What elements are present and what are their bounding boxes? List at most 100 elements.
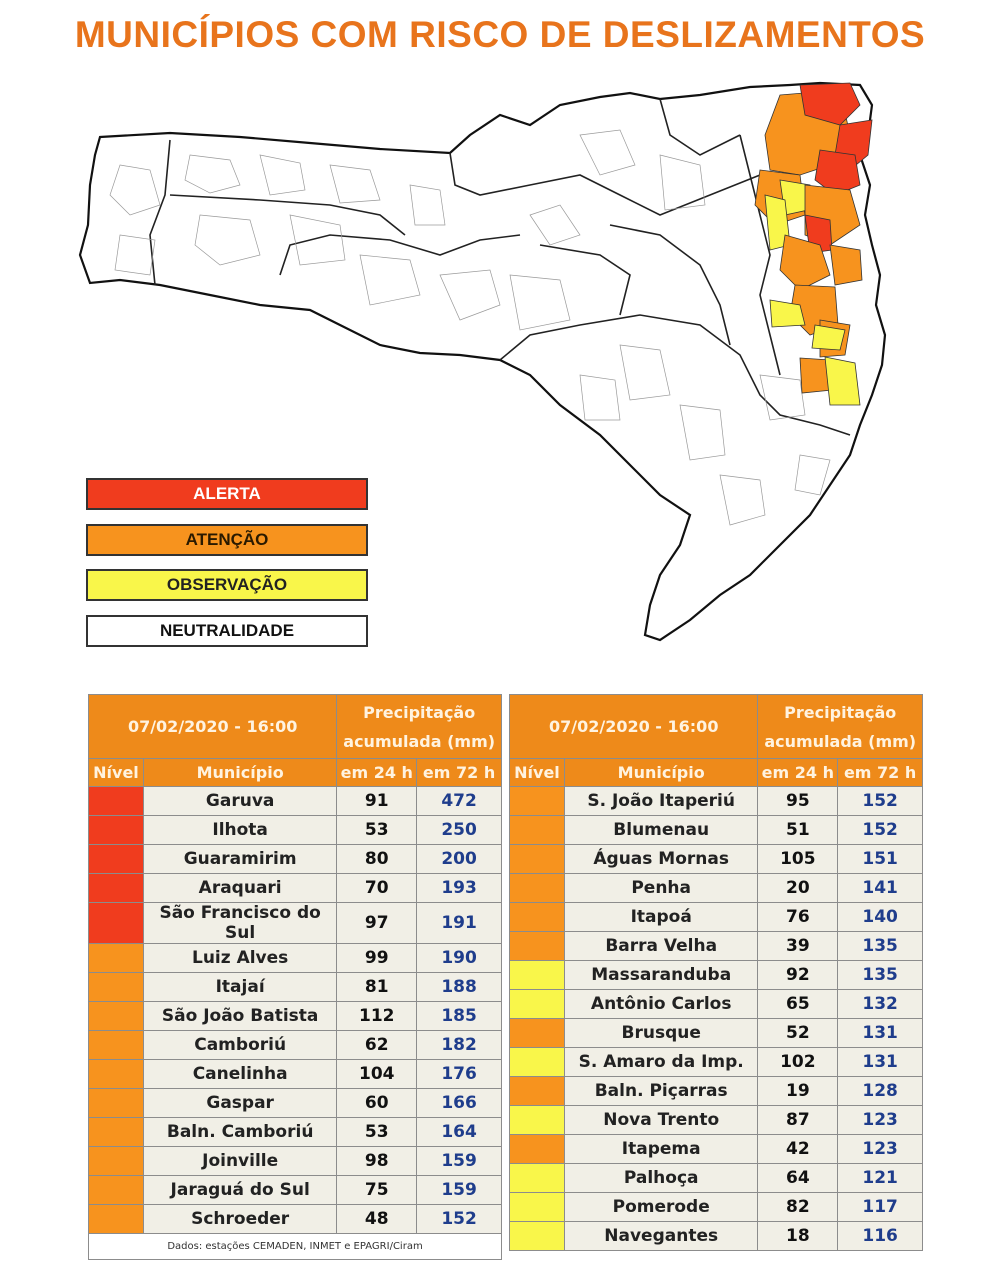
risk-level-cell <box>509 873 565 903</box>
municipio-name: Barra Velha <box>563 931 759 961</box>
precip-24h: 87 <box>757 1105 839 1135</box>
table-row: Luiz Alves 99 190 <box>88 943 502 973</box>
precip-72h: 135 <box>837 931 923 961</box>
municipio-name: Pomerode <box>563 1192 759 1222</box>
precip-24h: 53 <box>336 1117 418 1147</box>
precip-72h: 182 <box>416 1030 502 1060</box>
precip-24h: 39 <box>757 931 839 961</box>
municipio-name: São Francisco do Sul <box>142 902 338 944</box>
precip-72h: 116 <box>837 1221 923 1251</box>
precip-24h: 98 <box>336 1146 418 1176</box>
table-row: Joinville 98 159 <box>88 1146 502 1176</box>
risk-level-cell <box>88 815 144 845</box>
col-municipio: Município <box>563 758 759 787</box>
municipio-name: Itapoá <box>563 902 759 932</box>
legend-observacao: OBSERVAÇÃO <box>86 569 368 601</box>
precip-72h: 176 <box>416 1059 502 1089</box>
municipio-name: São João Batista <box>142 1001 338 1031</box>
precip-72h: 193 <box>416 873 502 903</box>
precip-72h: 131 <box>837 1047 923 1077</box>
table-row: Baln. Piçarras 19 128 <box>509 1076 923 1106</box>
municipio-name: Luiz Alves <box>142 943 338 973</box>
municipio-name: Joinville <box>142 1146 338 1176</box>
legend-alerta: ALERTA <box>86 478 368 510</box>
risk-level-cell <box>509 1047 565 1077</box>
table-row: Navegantes 18 116 <box>509 1221 923 1251</box>
municipio-name: Blumenau <box>563 815 759 845</box>
municipio-name: Águas Mornas <box>563 844 759 874</box>
map-region-observacao <box>769 299 806 328</box>
precip-72h: 188 <box>416 972 502 1002</box>
table-row: Guaramirim 80 200 <box>88 844 502 874</box>
municipio-name: Schroeder <box>142 1204 338 1234</box>
col-nivel: Nível <box>509 758 565 787</box>
precip-72h: 250 <box>416 815 502 845</box>
table-row: Ilhota 53 250 <box>88 815 502 845</box>
precip-72h: 132 <box>837 989 923 1019</box>
precip-72h: 117 <box>837 1192 923 1222</box>
municipio-name: Antônio Carlos <box>563 989 759 1019</box>
precip-24h: 18 <box>757 1221 839 1251</box>
precip-24h: 92 <box>757 960 839 990</box>
data-source-note: Dados: estações CEMADEN, INMET e EPAGRI/… <box>88 1233 502 1260</box>
precip-24h: 19 <box>757 1076 839 1106</box>
precip-24h: 42 <box>757 1134 839 1164</box>
risk-level-cell <box>88 873 144 903</box>
col-24h: em 24 h <box>336 758 418 787</box>
municipio-name: Jaraguá do Sul <box>142 1175 338 1205</box>
precip-72h: 152 <box>837 786 923 816</box>
risk-level-cell <box>509 1134 565 1164</box>
table-row: Garuva 91 472 <box>88 786 502 816</box>
precip-72h: 131 <box>837 1018 923 1048</box>
risk-level-cell <box>509 902 565 932</box>
col-72h: em 72 h <box>837 758 923 787</box>
municipio-name: S. João Itaperiú <box>563 786 759 816</box>
state-outline <box>78 81 887 642</box>
risk-level-cell <box>88 1088 144 1118</box>
col-72h: em 72 h <box>416 758 502 787</box>
risk-level-cell <box>88 1204 144 1234</box>
risk-table-right: 07/02/2020 - 16:00 Precipitação acumulada… <box>508 694 923 1251</box>
precip-24h: 64 <box>757 1163 839 1193</box>
table-datetime: 07/02/2020 - 16:00 <box>87 694 338 759</box>
col-24h: em 24 h <box>757 758 839 787</box>
precip-24h: 95 <box>757 786 839 816</box>
table-row: Brusque 52 131 <box>509 1018 923 1048</box>
precip-72h: 123 <box>837 1105 923 1135</box>
table-row: Jaraguá do Sul 75 159 <box>88 1175 502 1205</box>
table-row: Penha 20 141 <box>509 873 923 903</box>
table-row: Gaspar 60 166 <box>88 1088 502 1118</box>
risk-level-cell <box>88 1030 144 1060</box>
municipio-name: S. Amaro da Imp. <box>563 1047 759 1077</box>
municipio-name: Penha <box>563 873 759 903</box>
precip-24h: 75 <box>336 1175 418 1205</box>
precip-24h: 105 <box>757 844 839 874</box>
precip-24h: 62 <box>336 1030 418 1060</box>
risk-level-cell <box>509 786 565 816</box>
precip-24h: 97 <box>336 902 418 944</box>
municipio-name: Araquari <box>142 873 338 903</box>
risk-level-cell <box>509 1163 565 1193</box>
col-nivel: Nível <box>88 758 144 787</box>
municipio-name: Baln. Camboriú <box>142 1117 338 1147</box>
risk-level-cell <box>88 1117 144 1147</box>
table-row: Massaranduba 92 135 <box>509 960 923 990</box>
risk-level-cell <box>88 786 144 816</box>
table-row: Palhoça 64 121 <box>509 1163 923 1193</box>
precip-24h: 20 <box>757 873 839 903</box>
municipio-name: Camboriú <box>142 1030 338 1060</box>
precip-24h: 82 <box>757 1192 839 1222</box>
precip-24h: 48 <box>336 1204 418 1234</box>
table-row: Baln. Camboriú 53 164 <box>88 1117 502 1147</box>
table-row: S. João Itaperiú 95 152 <box>509 786 923 816</box>
precip-24h: 102 <box>757 1047 839 1077</box>
precip-72h: 151 <box>837 844 923 874</box>
risk-level-cell <box>509 931 565 961</box>
map-region-observacao <box>811 324 846 351</box>
page-title: MUNICÍPIOS COM RISCO DE DESLIZAMENTOS <box>74 14 926 55</box>
table-row: Schroeder 48 152 <box>88 1204 502 1234</box>
precip-72h: 123 <box>837 1134 923 1164</box>
precip-72h: 152 <box>416 1204 502 1234</box>
risk-level-cell <box>509 1076 565 1106</box>
map-region-observacao <box>824 356 861 406</box>
